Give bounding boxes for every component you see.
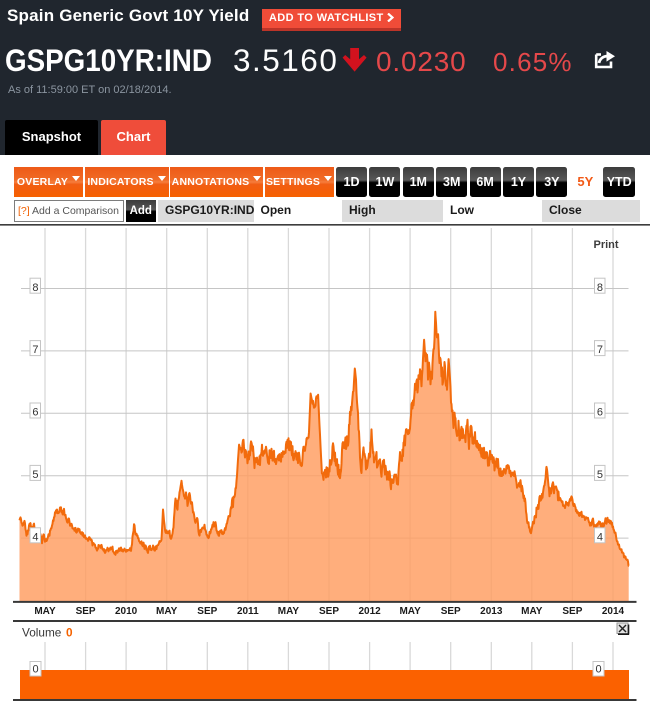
svg-text:SEP: SEP <box>197 606 217 617</box>
svg-text:7: 7 <box>32 344 38 356</box>
svg-text:SEP: SEP <box>76 606 96 617</box>
svg-text:0: 0 <box>32 664 38 676</box>
svg-text:2014: 2014 <box>602 606 625 617</box>
svg-text:2013: 2013 <box>480 606 503 617</box>
svg-text:MAY: MAY <box>156 606 178 617</box>
svg-text:8: 8 <box>32 282 38 294</box>
svg-text:MAY: MAY <box>34 606 56 617</box>
svg-text:8: 8 <box>597 282 603 294</box>
svg-text:4: 4 <box>597 531 603 543</box>
svg-text:MAY: MAY <box>521 606 543 617</box>
svg-text:5: 5 <box>32 469 38 481</box>
svg-text:6: 6 <box>597 407 603 419</box>
svg-text:4: 4 <box>32 531 38 543</box>
svg-text:MAY: MAY <box>399 606 421 617</box>
svg-text:SEP: SEP <box>319 606 339 617</box>
svg-text:5: 5 <box>597 469 603 481</box>
svg-text:2011: 2011 <box>237 606 259 617</box>
svg-text:0: 0 <box>595 664 601 676</box>
svg-text:SEP: SEP <box>441 606 461 617</box>
svg-text:MAY: MAY <box>278 606 300 617</box>
svg-text:2010: 2010 <box>115 606 138 617</box>
svg-text:SEP: SEP <box>562 606 582 617</box>
svg-text:Volume: Volume <box>22 626 62 640</box>
svg-text:Print: Print <box>594 239 619 251</box>
svg-text:0: 0 <box>66 626 73 640</box>
svg-text:2012: 2012 <box>358 606 381 617</box>
svg-text:7: 7 <box>597 344 603 356</box>
svg-text:6: 6 <box>32 407 38 419</box>
